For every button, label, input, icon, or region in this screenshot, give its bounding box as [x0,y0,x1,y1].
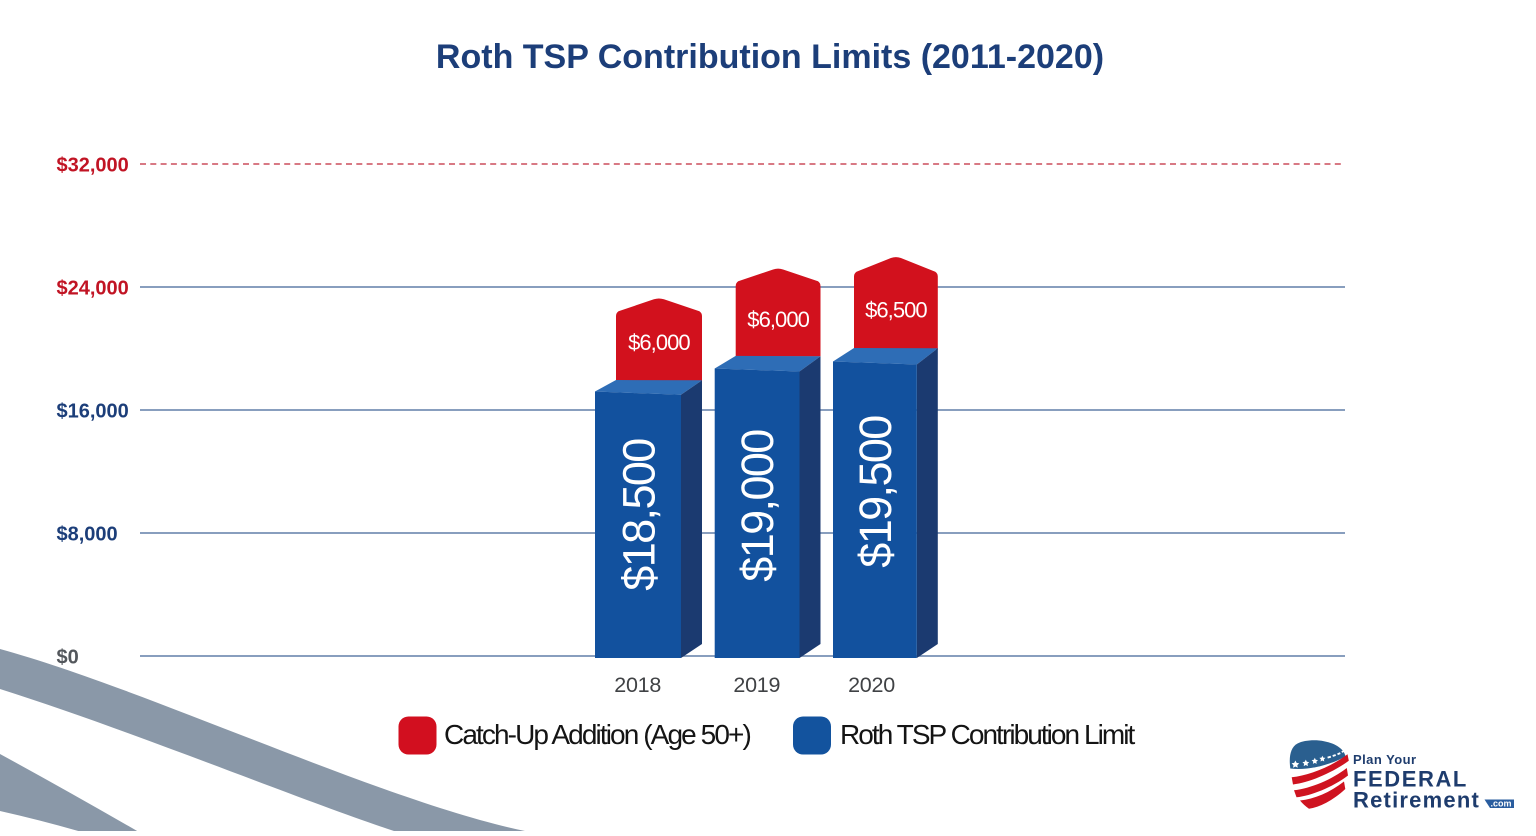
svg-text:$6,000: $6,000 [628,330,690,355]
svg-text:$18,500: $18,500 [614,439,665,591]
svg-text:.com: .com [1490,799,1511,809]
svg-text:Retirement: Retirement [1353,788,1480,813]
svg-text:2019: 2019 [733,673,780,697]
svg-text:$8,000: $8,000 [57,523,118,545]
svg-text:Plan Your: Plan Your [1353,752,1417,767]
svg-text:$16,000: $16,000 [57,400,129,422]
svg-text:$32,000: $32,000 [57,154,129,176]
svg-text:Catch-Up Addition (Age 50+): Catch-Up Addition (Age 50+) [444,719,750,750]
svg-text:Roth TSP Contribution Limits (: Roth TSP Contribution Limits (2011-2020) [436,38,1104,76]
svg-text:$19,000: $19,000 [732,430,783,582]
svg-text:2018: 2018 [614,673,661,697]
svg-text:2020: 2020 [848,673,895,697]
svg-text:$24,000: $24,000 [57,277,129,299]
svg-text:$6,000: $6,000 [747,307,809,332]
svg-text:FEDERAL: FEDERAL [1353,767,1468,792]
svg-text:$6,500: $6,500 [865,298,927,323]
svg-text:$0: $0 [57,646,79,668]
svg-text:Roth TSP Contribution Limit: Roth TSP Contribution Limit [840,719,1136,750]
svg-text:$19,500: $19,500 [850,416,901,568]
